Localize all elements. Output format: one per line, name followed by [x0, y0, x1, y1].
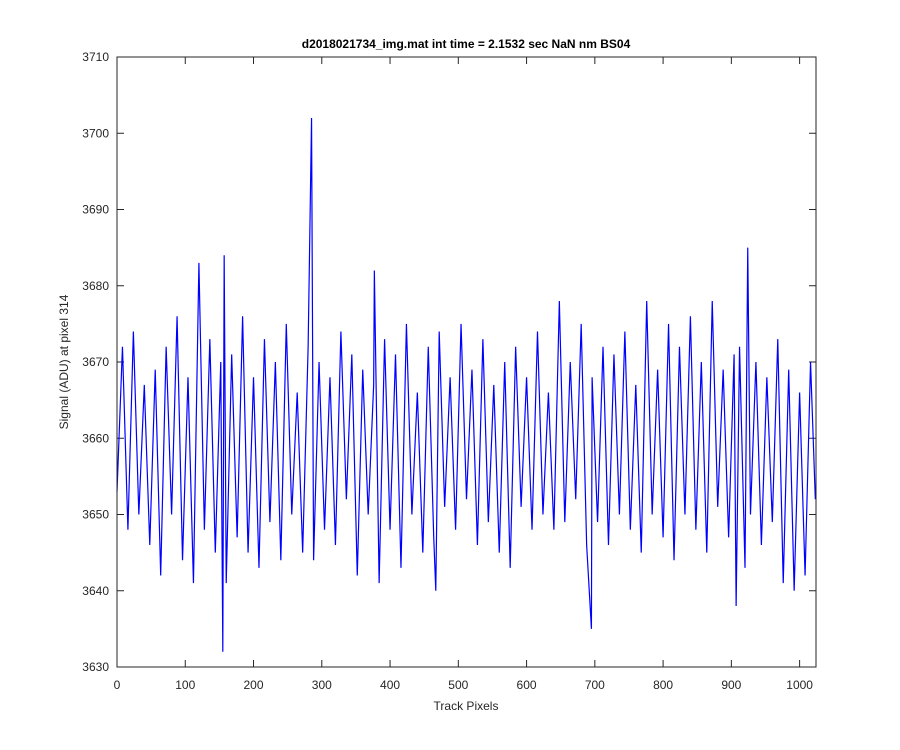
y-tick-label: 3660	[82, 431, 109, 445]
x-tick-label: 400	[380, 678, 400, 692]
y-tick-label: 3650	[82, 508, 109, 522]
y-tick-label: 3700	[82, 126, 109, 140]
axes-box	[116, 56, 817, 668]
data-line	[116, 117, 816, 652]
y-tick-label: 3630	[82, 660, 109, 674]
x-tick-label: 600	[517, 678, 537, 692]
y-tick-label: 3690	[82, 203, 109, 217]
x-tick-label: 100	[175, 678, 195, 692]
x-axis-label: Track Pixels	[434, 699, 499, 713]
x-tick-label: 800	[653, 678, 673, 692]
x-tick-label: 900	[721, 678, 741, 692]
x-tick-label: 0	[114, 678, 121, 692]
x-tick-label: 1000	[786, 678, 813, 692]
x-tick-label: 300	[312, 678, 332, 692]
x-tick-label: 700	[585, 678, 605, 692]
x-tick-label: 200	[244, 678, 264, 692]
y-tick-label: 3640	[82, 584, 109, 598]
plot-area	[117, 57, 816, 667]
chart-title: d2018021734_img.mat int time = 2.1532 se…	[302, 37, 631, 51]
y-tick-label: 3670	[82, 355, 109, 369]
y-axis-label: Signal (ADU) at pixel 314	[57, 294, 71, 429]
y-tick-label: 3680	[82, 279, 109, 293]
y-tick-label: 3710	[82, 50, 109, 64]
x-tick-label: 500	[448, 678, 468, 692]
